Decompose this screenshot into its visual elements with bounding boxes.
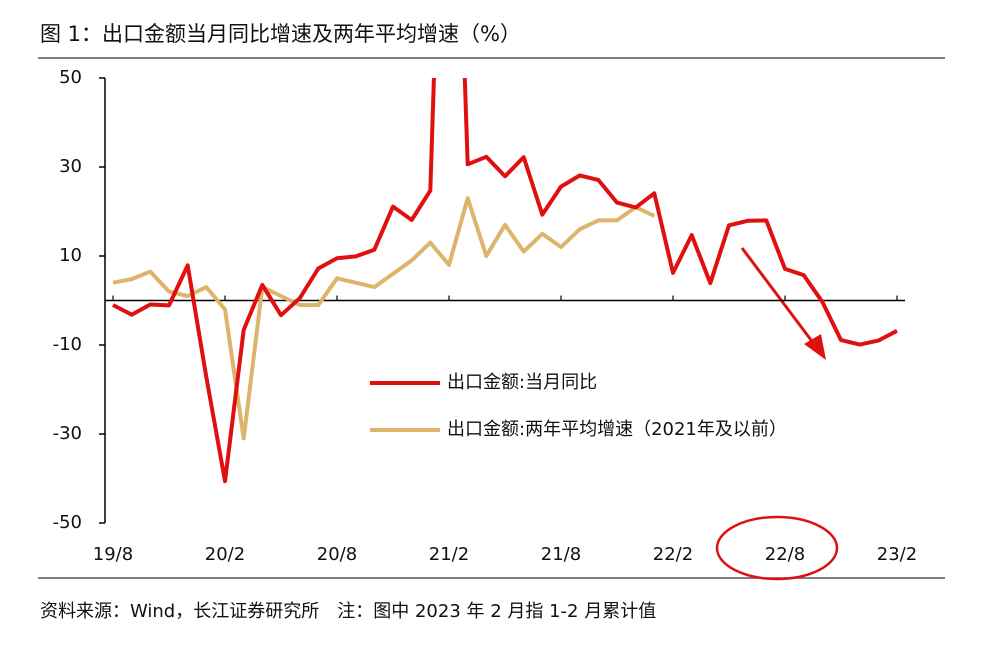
- x-tick-label: 20/8: [317, 544, 357, 565]
- legend-label: 出口金额:当月同比: [447, 372, 597, 393]
- y-tick-label: -50: [53, 512, 82, 533]
- x-tick-label: 23/2: [877, 544, 917, 565]
- y-tick-label: 30: [59, 156, 82, 177]
- x-tick-label: 21/8: [541, 544, 581, 565]
- x-tick-label: 22/2: [653, 544, 693, 565]
- x-tick-label: 20/2: [205, 544, 245, 565]
- y-tick-label: -30: [53, 423, 82, 444]
- y-tick-label: -10: [53, 334, 82, 355]
- highlight-ellipse: [715, 515, 839, 581]
- source-note: 资料来源：Wind，长江证券研究所 注：图中 2023 年 2 月指 1-2 月…: [40, 601, 656, 622]
- trend-arrow: [740, 247, 819, 349]
- y-tick-label: 50: [59, 67, 82, 88]
- x-tick-label: 21/2: [429, 544, 469, 565]
- x-tick-label: 19/8: [93, 544, 133, 565]
- y-tick-label: 10: [59, 245, 82, 266]
- trend-arrow-head: [804, 334, 826, 360]
- x-tick-label: 22/8: [765, 544, 805, 565]
- legend-label: 出口金额:两年平均增速（2021年及以前）: [447, 419, 787, 440]
- series-line: [112, 78, 898, 484]
- series-line: [112, 196, 656, 441]
- chart-title: 图 1：出口金额当月同比增速及两年平均增速（%）: [40, 22, 521, 46]
